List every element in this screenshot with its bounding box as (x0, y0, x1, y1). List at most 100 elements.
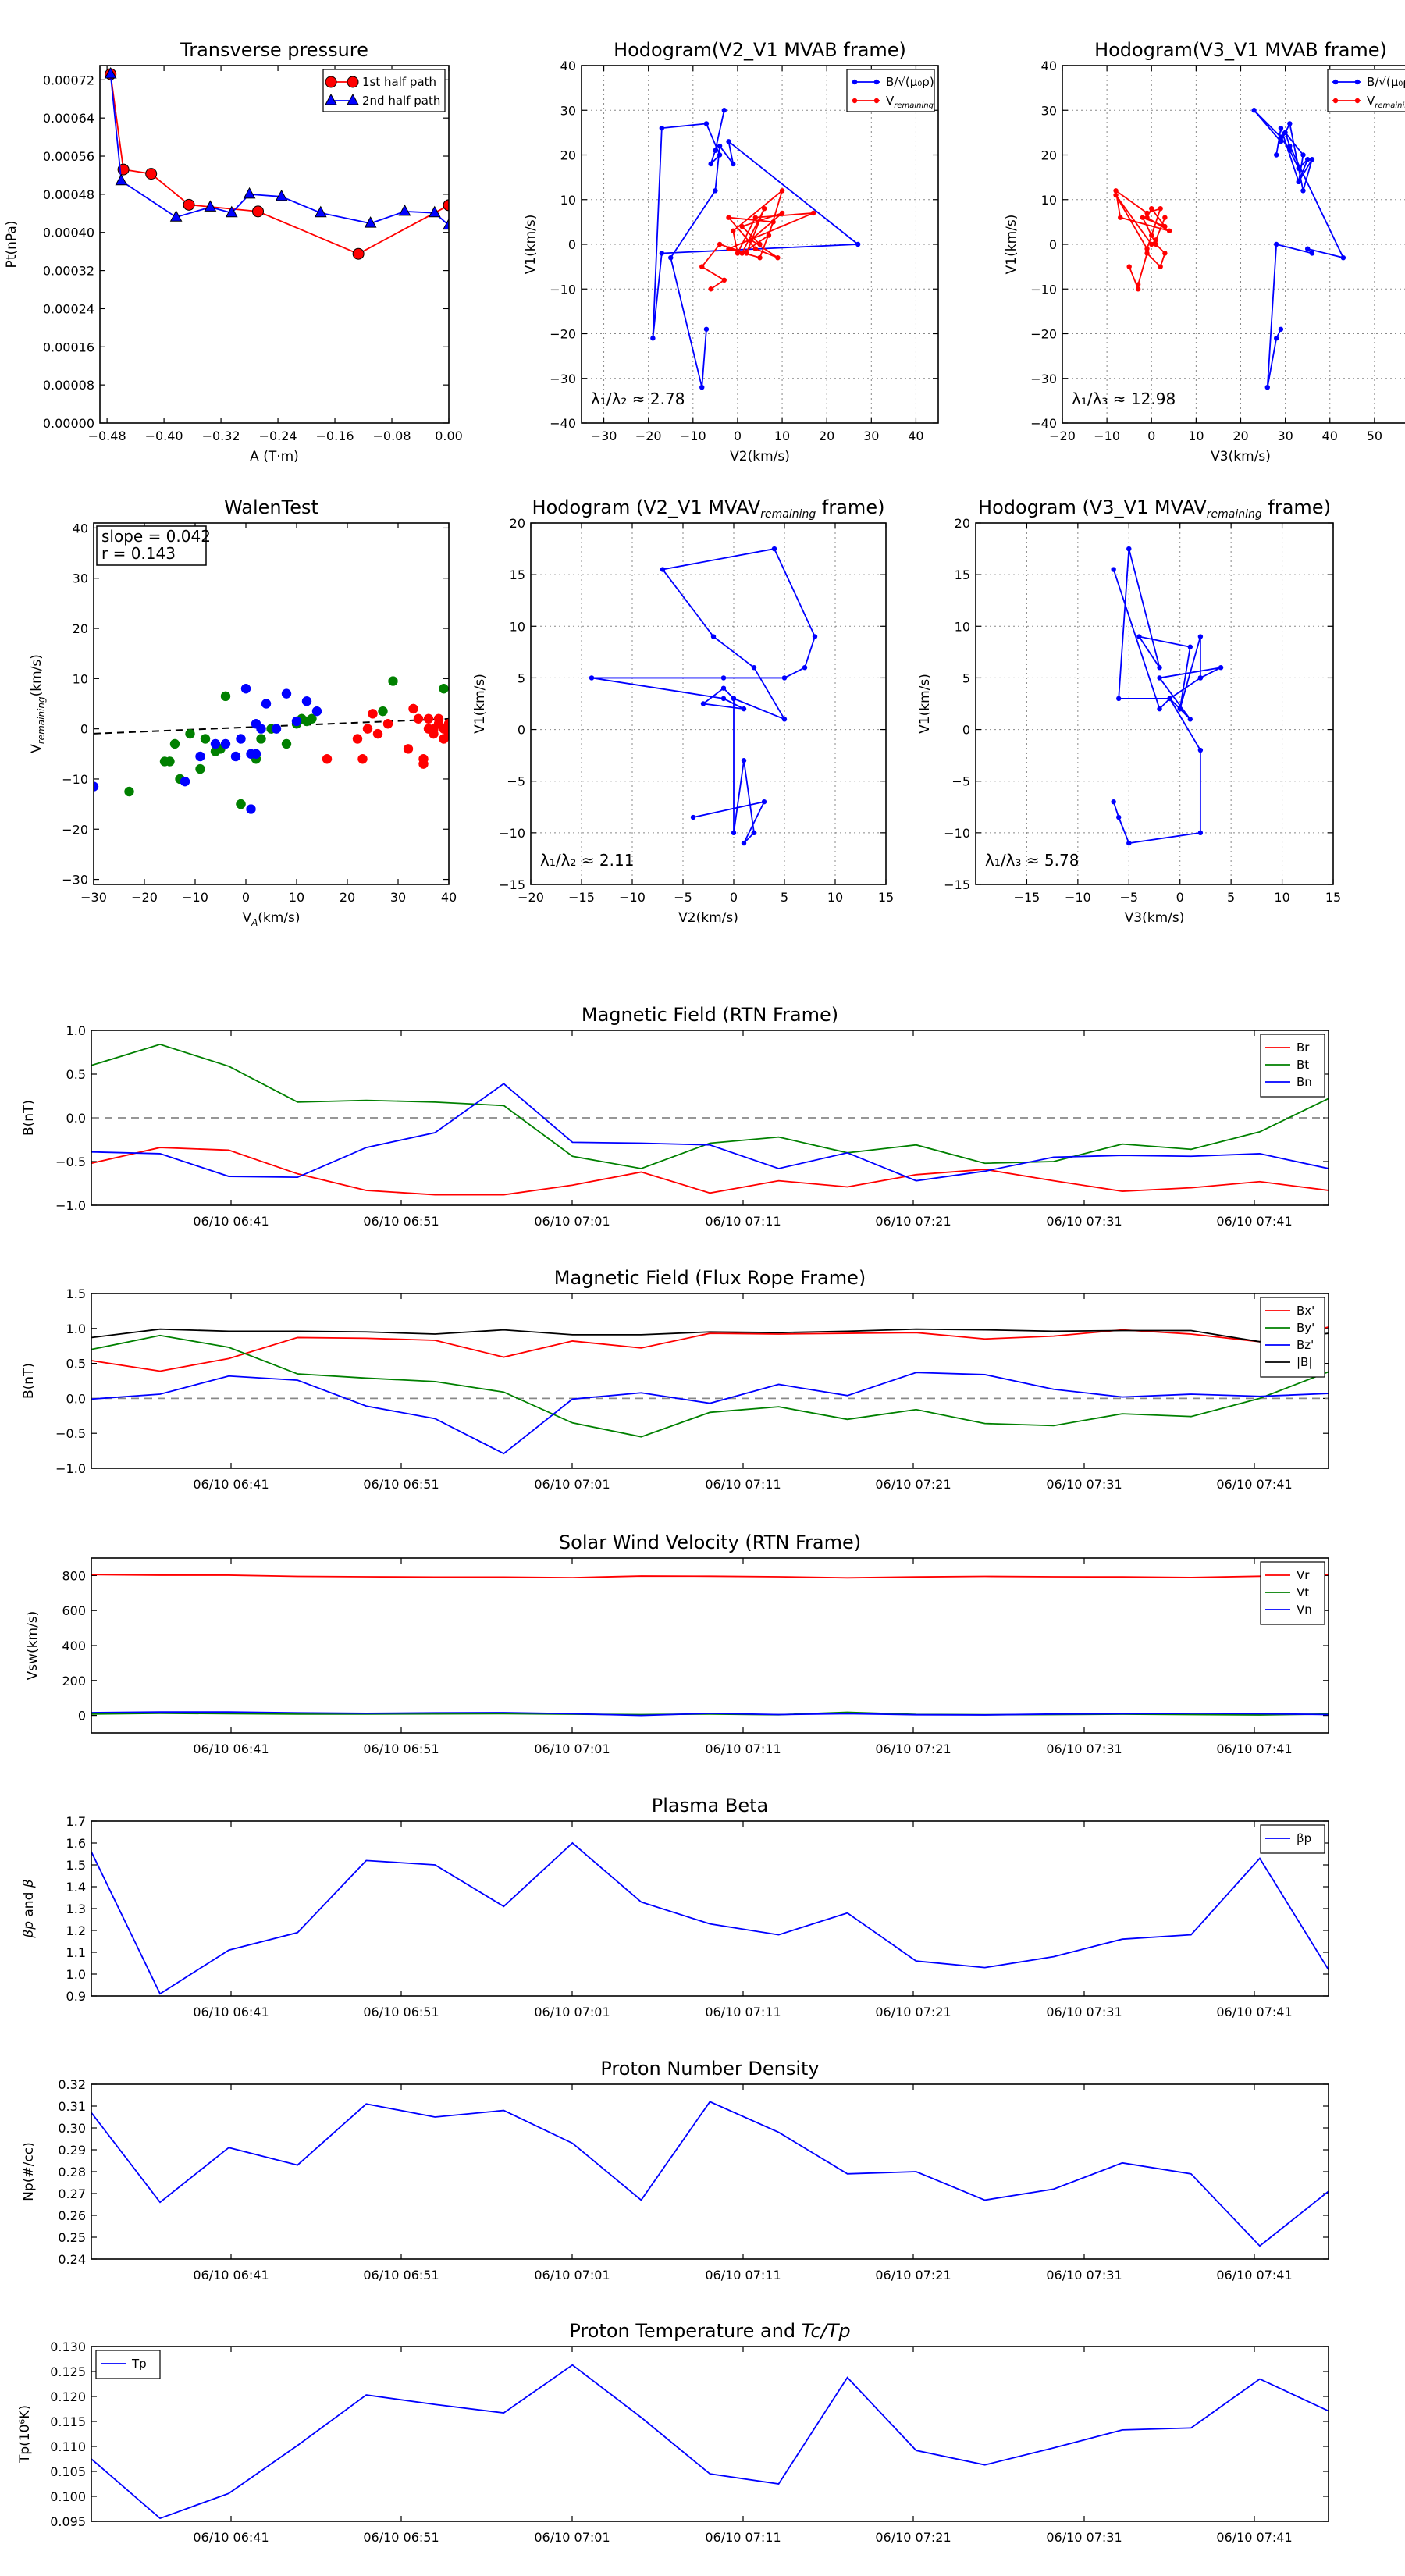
x-tick-label: 0.00 (435, 429, 463, 443)
series-line (700, 188, 814, 290)
y-tick-label: 0 (518, 723, 525, 738)
chart-title: Hodogram (V3_V1 MVAVremaining frame) (978, 496, 1331, 521)
y-tick-label: 0 (78, 1709, 86, 1724)
y-axis-label: V1(km/s) (917, 674, 933, 734)
chart-title: Magnetic Field (RTN Frame) (582, 1004, 838, 1026)
data-point (726, 246, 731, 251)
y-tick-label: 10 (955, 619, 970, 634)
x-tick-label: 06/10 07:21 (875, 1214, 951, 1229)
series-line-Vn (91, 1711, 1329, 1717)
data-point (195, 751, 205, 762)
data-point (1300, 188, 1306, 194)
data-point (852, 79, 858, 85)
data-point (1126, 264, 1132, 269)
data-point (275, 189, 288, 201)
data-point (1197, 747, 1204, 753)
x-tick-label: 06/10 07:41 (1216, 2268, 1292, 2282)
data-point (713, 188, 718, 194)
data-point (721, 277, 727, 283)
eigenvalue-ratio: λ₁/λ₃ ≈ 5.78 (985, 851, 1079, 870)
data-point (1278, 326, 1284, 332)
legend-label: Bx' (1297, 1304, 1314, 1318)
data-point (1278, 125, 1284, 131)
data-point (1218, 665, 1224, 671)
data-point (1282, 130, 1288, 136)
plot-area (1111, 546, 1224, 846)
y-tick-label: −10 (550, 282, 576, 297)
data-point (708, 161, 713, 167)
data-point (1332, 79, 1339, 85)
data-point (1264, 385, 1270, 390)
y-tick-label: −30 (550, 372, 576, 386)
data-point (347, 93, 359, 105)
x-tick-label: 10 (1188, 429, 1204, 443)
x-tick-label: 50 (1367, 429, 1382, 443)
title-rest: frame) (1262, 496, 1331, 518)
title-subscript: remaining (1207, 508, 1262, 521)
plot-frame (99, 65, 450, 424)
y-axis-label: Np(#/cc) (21, 2142, 37, 2201)
x-tick-label: 10 (1274, 890, 1289, 905)
data-point (236, 734, 246, 744)
data-point (810, 210, 816, 216)
y-tick-label: 0.00008 (43, 378, 94, 393)
y-tick-label: 0.00040 (43, 226, 94, 240)
data-point (1197, 634, 1204, 639)
x-tick-label: 06/10 06:51 (363, 1477, 439, 1492)
data-point (717, 152, 723, 158)
data-point (775, 254, 781, 261)
data-point (301, 696, 312, 706)
data-point (1144, 251, 1150, 256)
beta: β (21, 1879, 37, 1888)
data-point (731, 161, 736, 167)
x-tick-label: 06/10 07:11 (705, 2005, 781, 2019)
data-point (659, 125, 665, 131)
x-tick-label: 06/10 06:41 (193, 2268, 269, 2282)
x-axis-label: V3(km/s) (1211, 449, 1271, 464)
series-line-Bx (91, 1326, 1329, 1372)
x-tick-label: 06/10 06:51 (363, 1742, 439, 1756)
plot-area (94, 676, 449, 814)
y-tick-label: 30 (73, 571, 88, 586)
legend-label: Br (1297, 1041, 1310, 1055)
data-point (1149, 241, 1154, 247)
y-tick-label: −40 (1030, 416, 1057, 431)
y-tick-label: 0.00056 (43, 149, 94, 164)
data-point (372, 728, 383, 739)
data-point (668, 254, 674, 261)
y-tick-label: 10 (73, 671, 88, 686)
data-point (721, 108, 727, 113)
chart-title: Solar Wind Velocity (RTN Frame) (559, 1532, 861, 1553)
data-point (873, 79, 880, 85)
x-axis-label: A (T·m) (250, 449, 299, 464)
data-point (439, 683, 449, 694)
y-tick-label: −15 (499, 877, 525, 892)
y-axis-label: B(nT) (21, 1363, 37, 1399)
data-point (1332, 98, 1339, 104)
data-point (314, 205, 327, 218)
data-point (1177, 706, 1183, 712)
y-tick-label: 0.29 (58, 2143, 86, 2158)
y-tick-label: 10 (560, 193, 576, 208)
data-point (1116, 696, 1122, 702)
y-tick-label: 0.0 (66, 1111, 86, 1126)
legend-label: Bt (1297, 1058, 1309, 1072)
chart-h3: Hodogram (V2_V1 MVAVremaining frame)−15−… (472, 496, 894, 926)
x-tick-label: 06/10 07:31 (1046, 2005, 1122, 2019)
data-point (752, 215, 758, 220)
y-tick-label: 0.00024 (43, 301, 94, 316)
plot-area (650, 108, 861, 390)
data-point (204, 200, 217, 212)
data-point (236, 799, 246, 809)
data-point (225, 205, 238, 218)
legend-label: Tp (131, 2357, 147, 2371)
data-point (708, 286, 713, 292)
data-point (1116, 814, 1122, 820)
x-tick-label: −10 (182, 890, 208, 905)
data-point (757, 254, 763, 261)
series-line-Vr (91, 1574, 1329, 1579)
y-tick-label: 0.0 (66, 1391, 86, 1406)
chart-h4: Hodogram (V3_V1 MVAVremaining frame) −15 −… (917, 496, 1341, 926)
x-tick-label: 0 (734, 429, 742, 443)
x-tick-label: 15 (878, 890, 894, 905)
